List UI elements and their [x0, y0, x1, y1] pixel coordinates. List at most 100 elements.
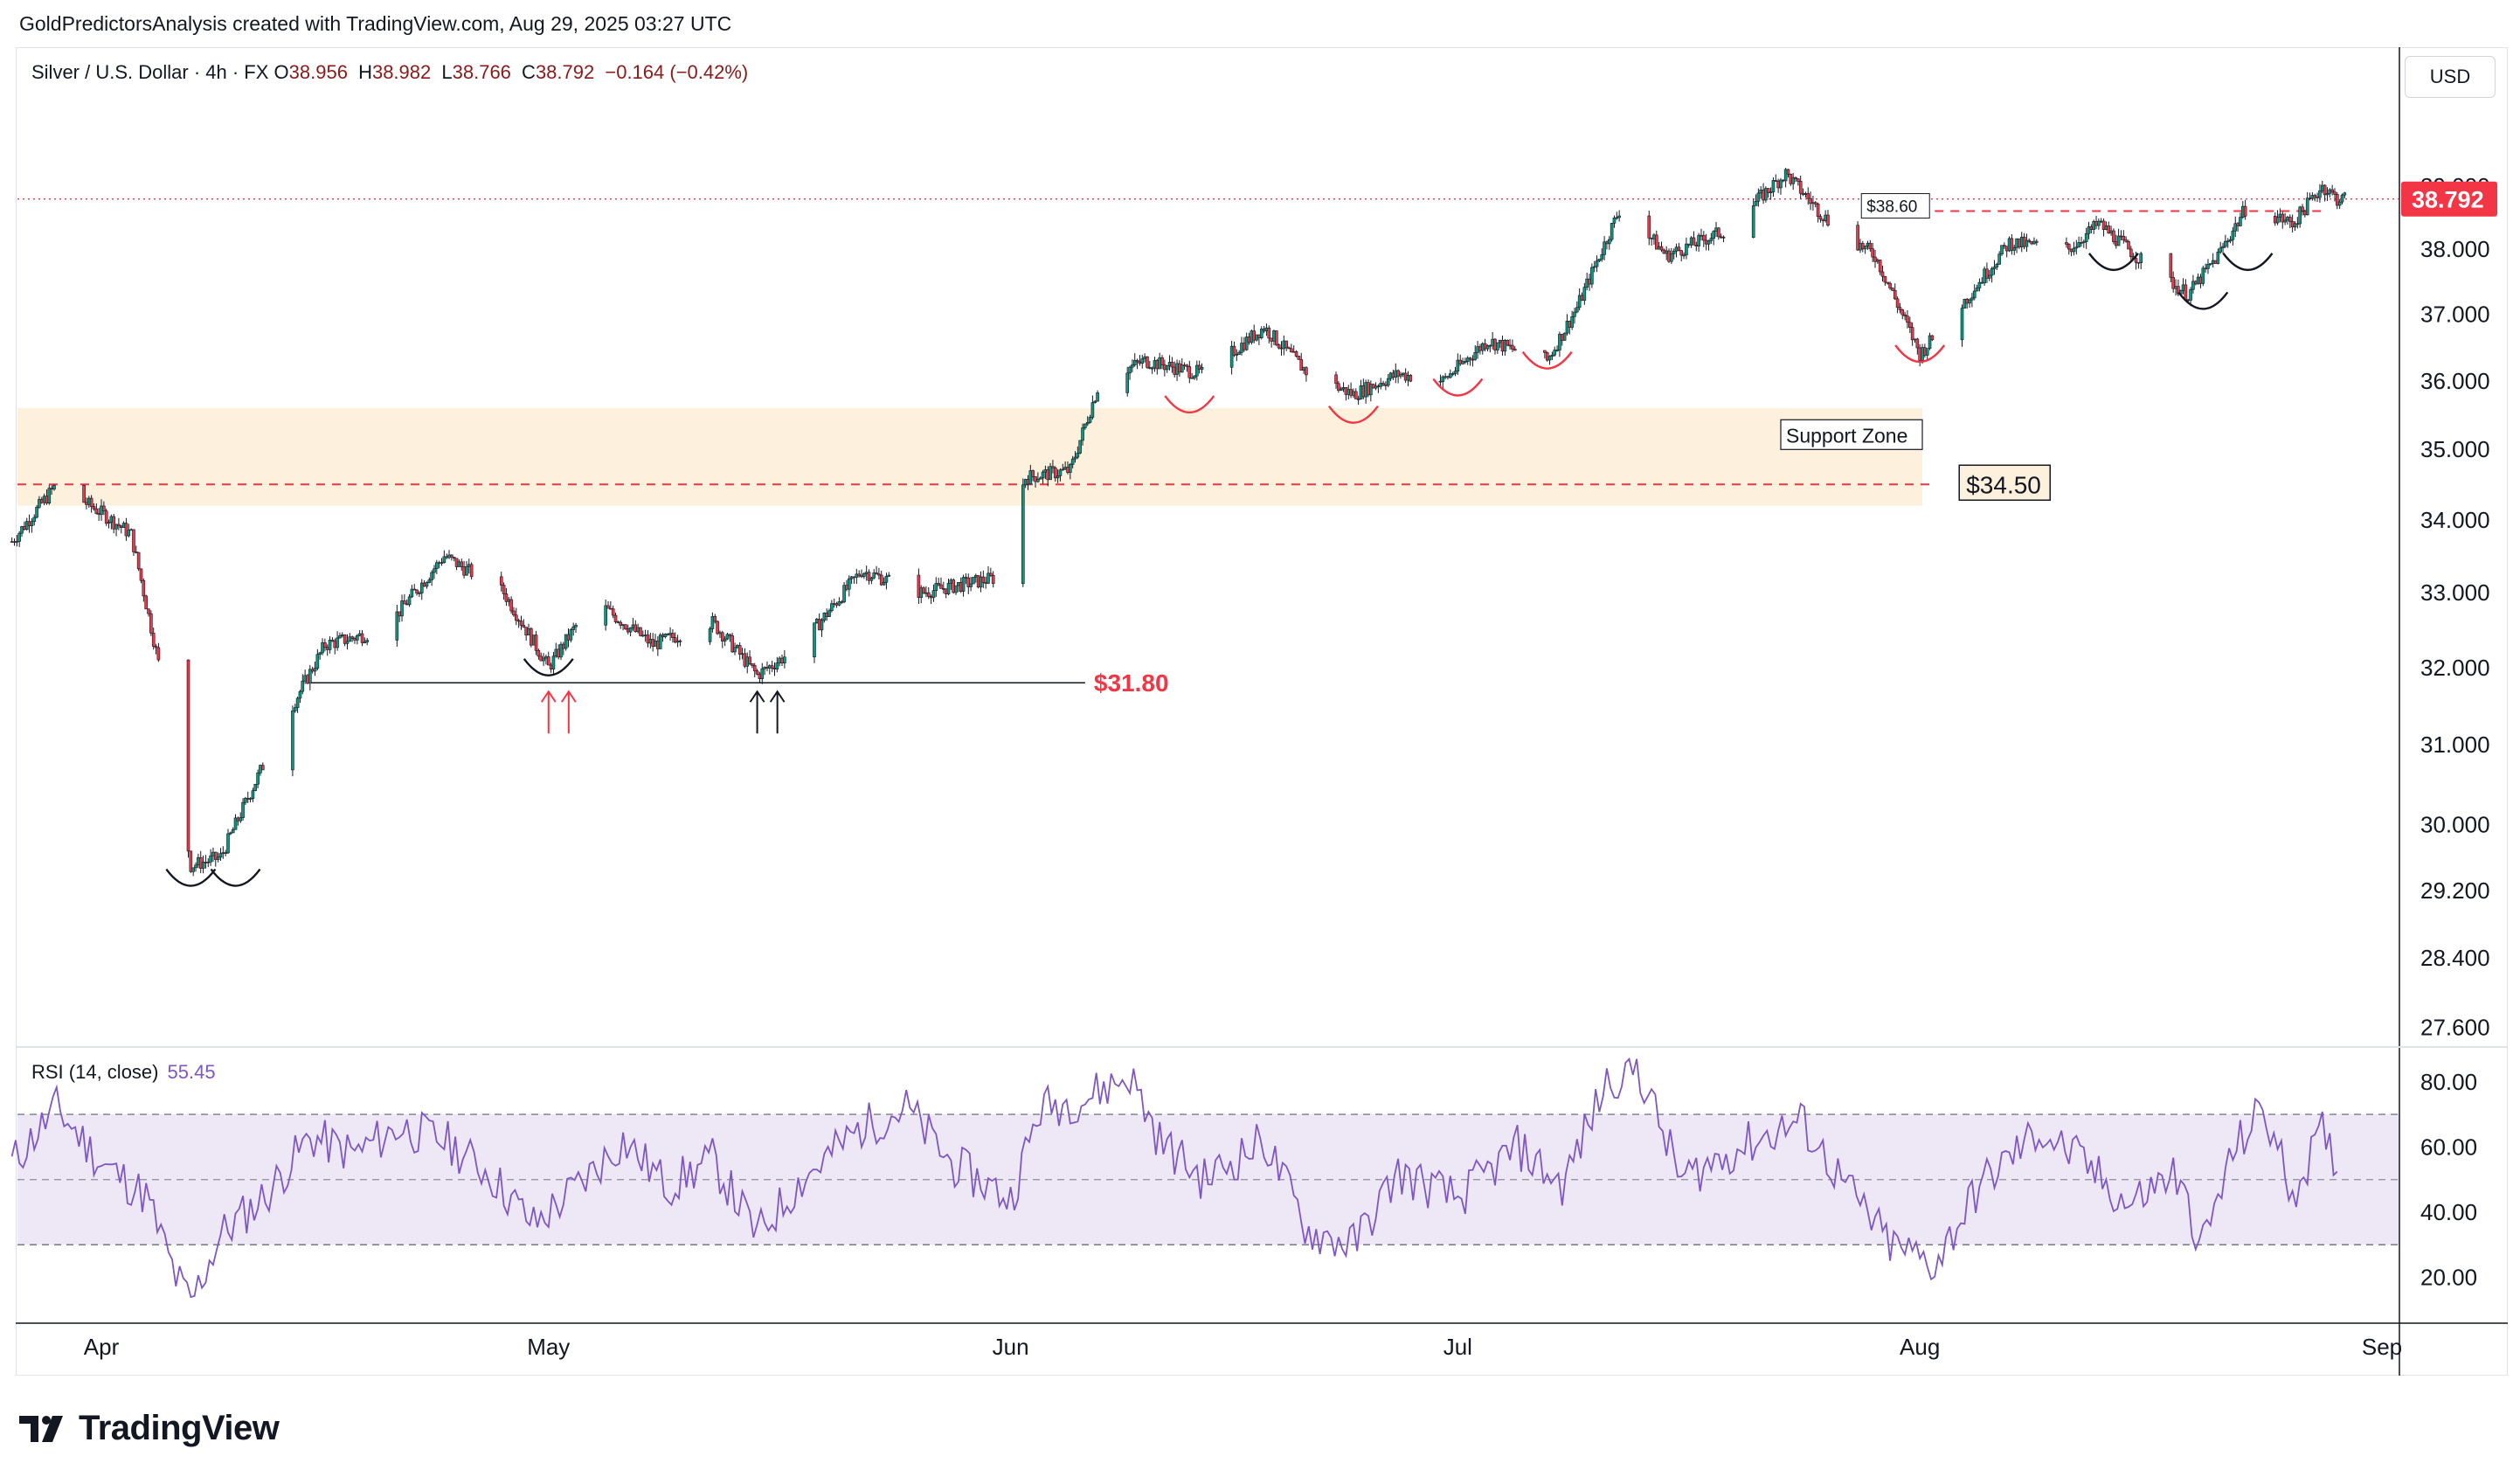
candle-body: [569, 629, 573, 641]
candle-body: [1496, 342, 1499, 350]
candle-body: [1083, 423, 1087, 428]
candle-body: [1794, 177, 1797, 179]
candle-body: [1267, 327, 1271, 339]
candle-body: [1096, 392, 1099, 402]
candle-body: [720, 632, 724, 641]
candle-body: [613, 614, 618, 622]
candle-body: [1090, 402, 1095, 418]
last-price-label: 38.792: [2412, 187, 2484, 213]
candle-body: [1791, 177, 1795, 184]
candle-body: [1764, 188, 1768, 201]
candle-body: [2010, 238, 2014, 251]
candle-body: [32, 517, 37, 523]
candle-body: [156, 647, 161, 661]
candle-body: [775, 662, 779, 669]
time-tick-3: Jul: [1443, 1334, 1472, 1360]
candle-body: [1468, 357, 1472, 360]
candle-body: [15, 541, 19, 543]
candle-body: [2201, 267, 2205, 284]
candle-body: [52, 485, 56, 490]
candle-body: [2275, 217, 2280, 224]
currency-button[interactable]: USD: [2405, 56, 2496, 98]
candle-body: [783, 656, 786, 663]
candle-body: [1925, 348, 1929, 356]
candle-body: [151, 632, 156, 647]
candle-body: [1960, 308, 1964, 341]
candle-body: [770, 665, 774, 669]
level-label-box-2: [1860, 193, 1930, 219]
candle-body: [465, 566, 468, 576]
candle-body: [1655, 234, 1658, 250]
candle-body: [1562, 332, 1567, 341]
candle-body: [218, 853, 223, 858]
rsi-tick-3: 20.00: [2420, 1265, 2477, 1291]
candle-body: [522, 625, 526, 628]
candle-body: [1871, 248, 1874, 258]
candle-body: [239, 817, 243, 822]
candle-body: [869, 577, 874, 581]
candle-body: [2124, 239, 2128, 242]
candle-body: [2107, 225, 2111, 234]
candle-body: [201, 862, 205, 869]
candle-body: [1910, 327, 1914, 341]
candle-body: [1888, 282, 1892, 288]
candle-body: [1150, 367, 1154, 370]
time-tick-2: Jun: [993, 1334, 1029, 1360]
candle-body: [136, 551, 141, 570]
candle-body: [1895, 298, 1900, 308]
candle-body: [1595, 260, 1599, 267]
candle-body: [1818, 216, 1823, 220]
pattern-arc-10: [2222, 253, 2274, 272]
candle-body: [512, 610, 516, 616]
candle-body: [412, 588, 417, 591]
candle-body: [1709, 238, 1713, 241]
candle-body: [313, 668, 317, 672]
candle-body: [1647, 215, 1651, 239]
candle-body: [348, 636, 352, 642]
price-tick-8: 31.000: [2420, 732, 2490, 758]
candle-body: [1771, 180, 1776, 192]
price-tick-5: 34.000: [2420, 507, 2490, 533]
tradingview-logo[interactable]: TradingView: [19, 1409, 280, 1448]
candle-body: [2318, 190, 2322, 198]
candle-body: [1769, 191, 1773, 193]
candle-body: [410, 588, 414, 598]
candle-body: [2177, 286, 2180, 295]
candle-body: [139, 568, 143, 581]
candle-body: [755, 670, 759, 675]
pattern-arc-7: [1894, 344, 1946, 364]
candle-body: [114, 524, 118, 530]
price-tick-10: 29.200: [2420, 877, 2490, 904]
candle-body: [1339, 388, 1343, 392]
candle-body: [1069, 464, 1072, 473]
candle-body: [639, 627, 642, 636]
candle-body: [1038, 477, 1042, 480]
candle-body: [1685, 243, 1688, 256]
rsi-tick-2: 40.00: [2420, 1199, 2477, 1225]
price-tick-12: 27.600: [2420, 1015, 2490, 1041]
candle-body: [1786, 169, 1790, 175]
change-value: −0.164 (−0.42%): [605, 61, 749, 83]
high-label: H: [358, 61, 372, 83]
candle-body: [2206, 264, 2210, 269]
candle-body: [551, 655, 556, 669]
chart-frame[interactable]: [16, 47, 2508, 1376]
candle-body: [2301, 206, 2304, 211]
up-arrow-0: [540, 690, 557, 734]
candle-body: [1659, 246, 1664, 251]
candle-body: [338, 635, 342, 639]
candle-body: [2065, 242, 2068, 245]
candle-body: [1076, 453, 1080, 458]
candle-body: [191, 867, 195, 872]
rsi-line: [10, 1057, 2338, 1299]
candle-body: [460, 561, 464, 567]
candle-body: [837, 601, 841, 606]
candle-body: [1990, 268, 1994, 276]
level-label-1: $31.80: [1094, 669, 1169, 697]
candle-body: [1061, 468, 1065, 471]
candle-body: [321, 642, 324, 654]
candle-body: [1995, 264, 1999, 267]
candle-body: [2012, 246, 2017, 251]
candle-body: [395, 611, 399, 641]
